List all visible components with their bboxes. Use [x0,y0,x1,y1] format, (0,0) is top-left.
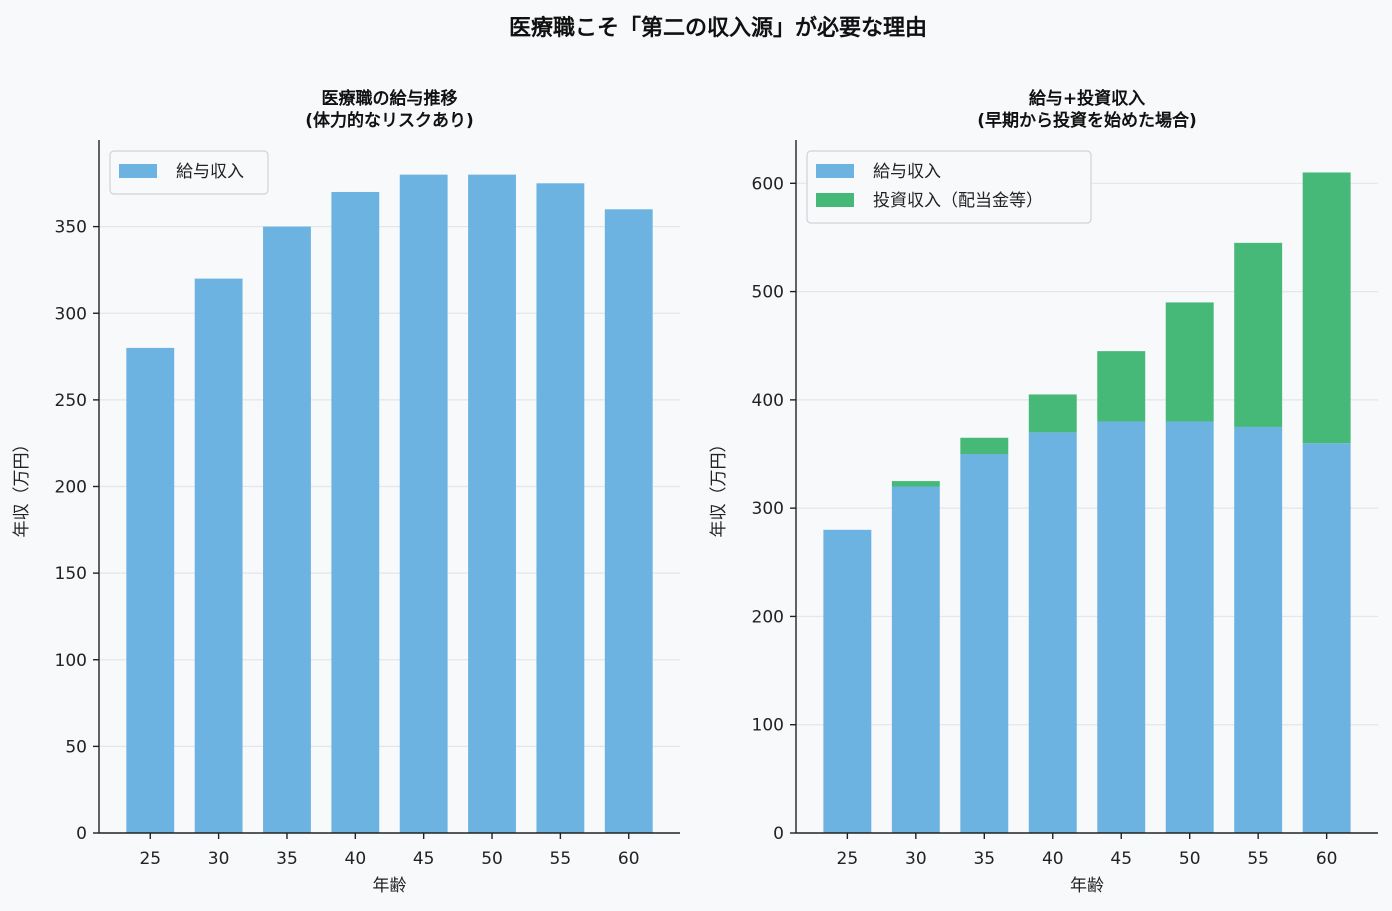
x-axis-label: 年齢 [1070,876,1104,896]
bar-investment-55 [1234,242,1283,427]
bar-salary-60 [604,209,653,834]
bar-salary-45 [399,174,448,833]
x-tick-label: 40 [345,849,367,869]
x-tick-label: 55 [1247,849,1269,869]
x-tick-label: 30 [208,849,230,869]
x-tick-label: 60 [1316,849,1338,869]
y-tick-label: 300 [55,304,87,324]
x-tick-label: 25 [139,849,161,869]
chart-panel-2: 0 100 200 300 400 500 600 25 30 35 40 45 50 55 60 年齢 年収（… [709,88,1378,896]
bar-investment-35 [960,437,1009,455]
x-tick-label: 35 [276,849,298,869]
bar-investment-60 [1302,172,1351,444]
x-tick-label: 50 [481,849,503,869]
x-axis-label: 年齢 [373,876,407,896]
chart-title-line-1: 医療職の給与推移 [322,88,458,109]
x-tick-label: 45 [413,849,435,869]
bar-salary-55 [536,183,585,833]
x-tick-label: 45 [1110,849,1132,869]
bar-salary-60 [1302,443,1351,833]
y-tick-label: 500 [752,283,784,303]
bar-salary-55 [1234,426,1283,833]
legend-label: 給与収入 [176,162,244,182]
x-tick-label: 25 [837,849,859,869]
y-tick-label: 0 [76,824,87,844]
x-tick-label: 30 [905,849,927,869]
legend-swatch [816,193,854,207]
bar-salary-25 [126,347,175,833]
bar-salary-50 [468,174,516,833]
y-tick-label: 200 [752,607,784,627]
bar-salary-40 [331,191,380,834]
y-tick-label: 350 [55,218,87,238]
chart-panel-1: 0 50 100 150 200 250 300 350 25 30 35 40 45 50 55 60 年齢 年… [12,88,680,896]
legend-swatch [816,164,854,178]
y-tick-label: 250 [55,391,87,411]
legend-label: 投資収入（配当金等） [873,191,1043,211]
legend-swatch [119,164,157,178]
bar-salary-50 [1165,421,1214,833]
y-tick-label: 150 [55,564,87,584]
chart-title-line-2: (早期から投資を始めた場合) [977,110,1197,131]
y-axis-label: 年収（万円） [12,436,32,538]
bar-salary-25 [823,529,872,833]
bar-investment-30 [891,481,940,487]
bar-salary-45 [1097,421,1146,833]
bar-salary-30 [194,278,243,834]
bar-salary-30 [891,486,940,833]
x-tick-label: 35 [973,849,995,869]
figure-title: 医療職こそ「第二の収入源」が必要な理由 [509,15,927,41]
y-tick-label: 200 [55,478,87,498]
y-tick-label: 50 [65,737,87,757]
y-tick-label: 600 [752,174,784,194]
y-tick-label: 0 [773,824,784,844]
bar-investment-50 [1165,302,1214,422]
x-tick-label: 55 [550,849,572,869]
bar-salary-35 [263,226,311,833]
legend-label: 給与収入 [873,162,941,182]
legend [109,150,269,195]
y-tick-label: 100 [752,716,784,736]
x-tick-label: 40 [1042,849,1064,869]
legend [806,150,1092,224]
y-tick-label: 300 [752,499,784,519]
bar-investment-40 [1028,394,1077,433]
x-tick-label: 50 [1179,849,1201,869]
x-tick-label: 60 [618,849,640,869]
y-tick-label: 400 [752,391,784,411]
bar-salary-35 [960,454,1009,833]
bar-salary-40 [1028,432,1077,833]
bar-investment-45 [1097,351,1146,422]
chart-title-line-1: 給与+投資収入 [1029,88,1145,109]
y-tick-label: 100 [55,651,87,671]
y-axis-label: 年収（万円） [709,436,729,538]
chart-title-line-2: (体力的なリスクあり) [305,110,474,131]
